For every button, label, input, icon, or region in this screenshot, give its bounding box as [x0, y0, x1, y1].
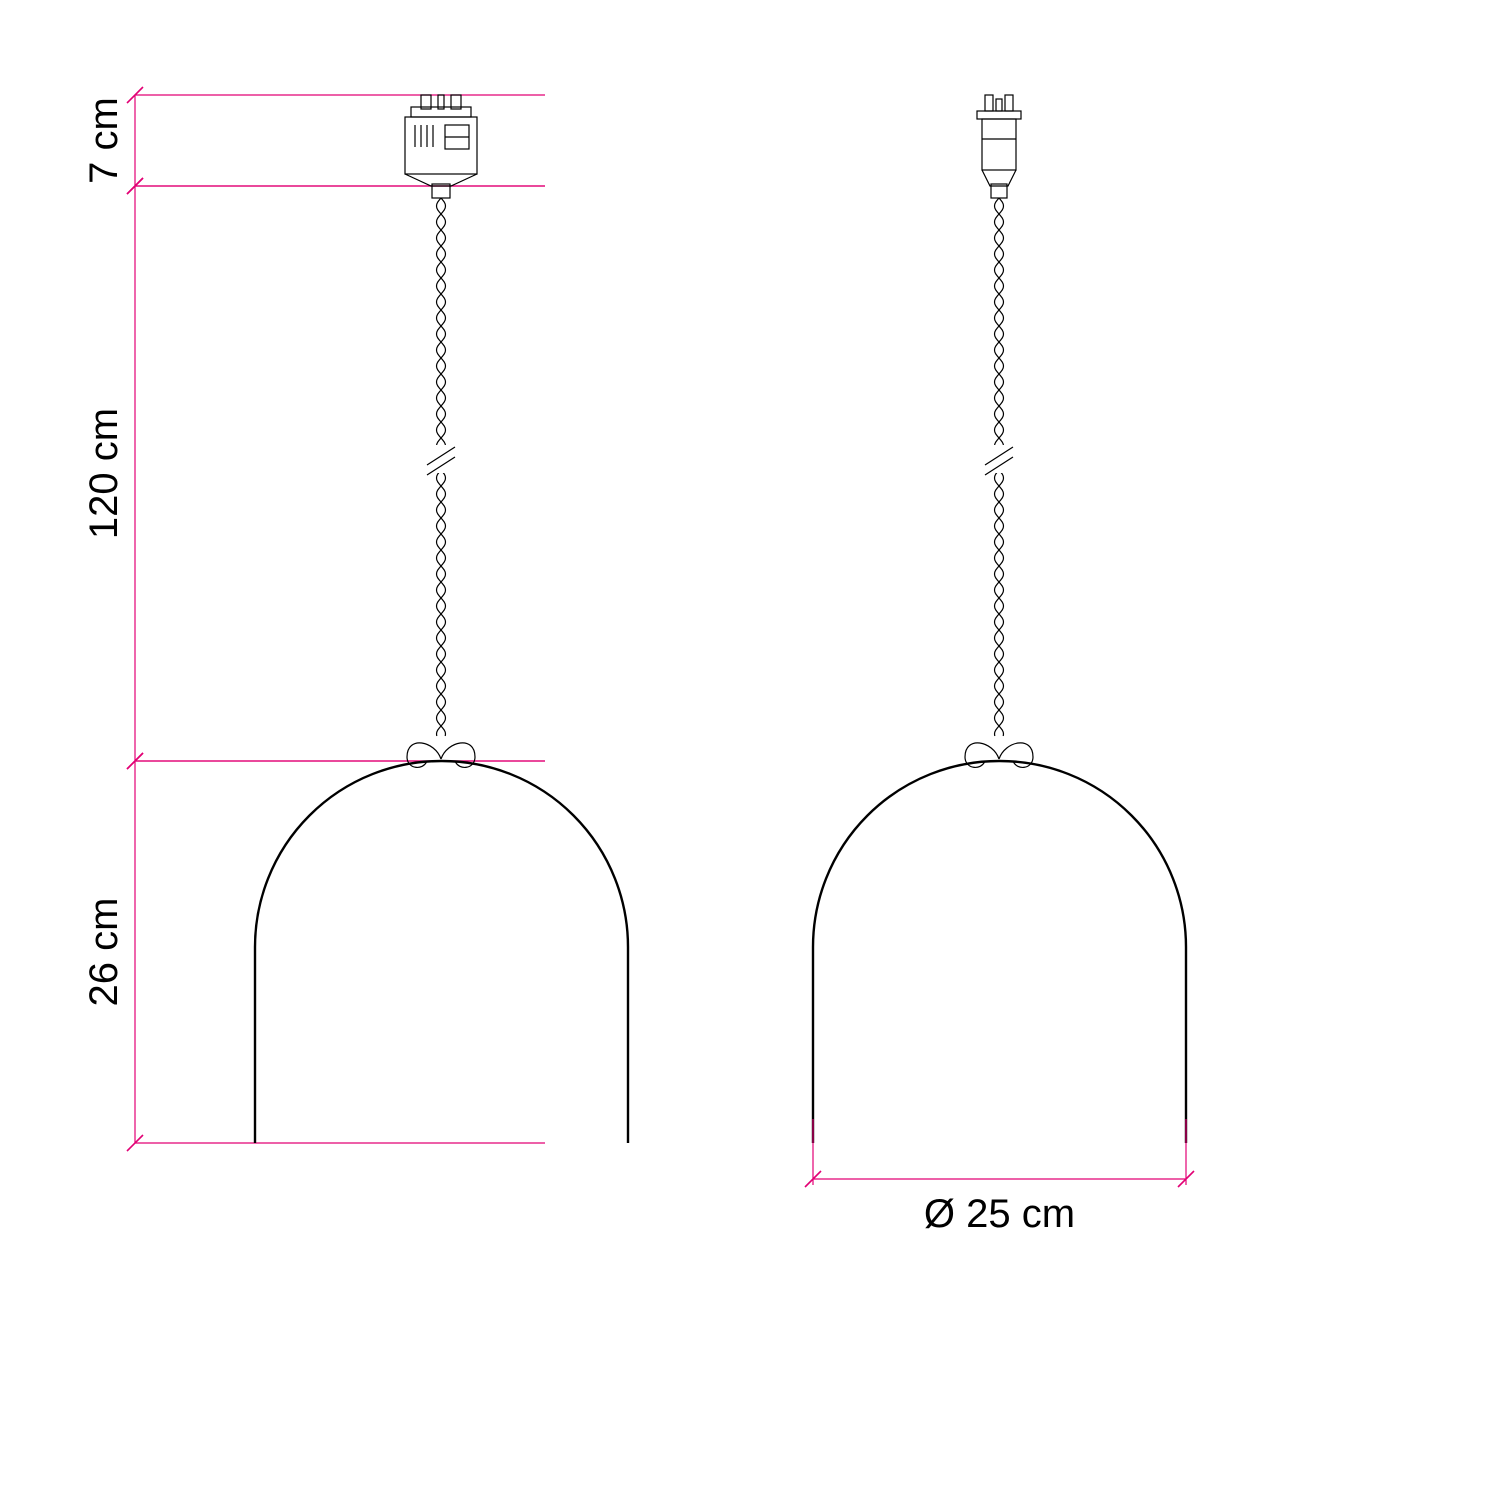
dimension-label-diameter: Ø 25 cm [924, 1192, 1075, 1236]
dimension-diameter: Ø 25 cm [805, 1119, 1194, 1236]
dimension-label-shade-height: 26 cm [82, 898, 126, 1007]
technical-drawing: 7 cm 120 cm 26 cm Ø 25 cm [0, 0, 1500, 1500]
dimension-connector-height: 7 cm [82, 87, 545, 194]
dimension-label-connector-height: 7 cm [82, 97, 126, 184]
cable-hook [965, 743, 1033, 768]
cable [985, 198, 1013, 736]
lamp-shade [255, 761, 628, 1143]
track-connector [405, 95, 477, 198]
dimension-label-cable-length: 120 cm [82, 408, 126, 539]
lamp-shade [813, 761, 1186, 1143]
cable [427, 198, 455, 736]
cable-hook [407, 743, 475, 768]
track-connector [977, 95, 1021, 198]
dimension-cable-length: 120 cm [82, 178, 545, 769]
